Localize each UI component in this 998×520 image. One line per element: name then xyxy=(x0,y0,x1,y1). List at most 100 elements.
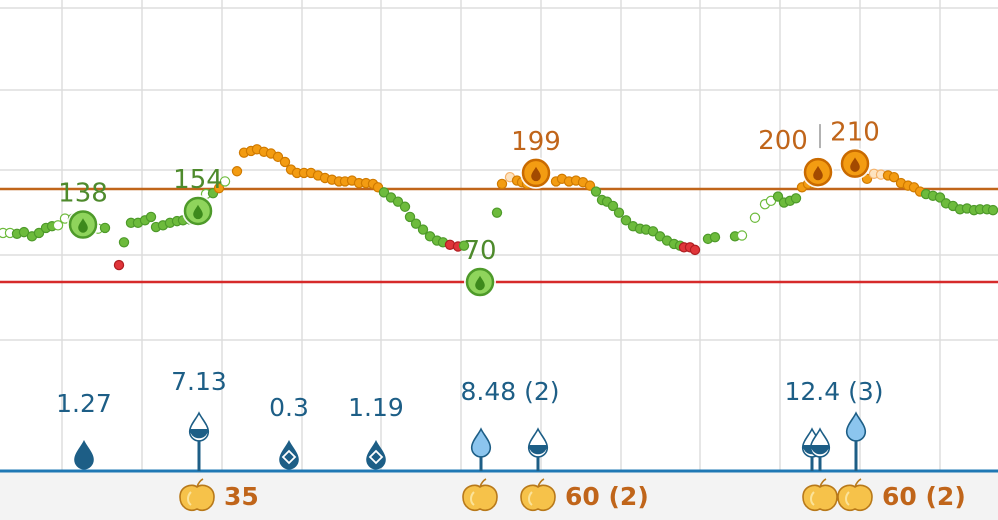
apple-highlight xyxy=(470,491,475,506)
insulin-marker xyxy=(845,411,867,471)
insulin-label: 12.4 (3) xyxy=(784,377,883,406)
glucose-point xyxy=(790,193,802,204)
insulin-marker xyxy=(527,427,549,471)
insulin-drop-icon xyxy=(845,411,867,442)
apple-stem xyxy=(819,478,827,488)
glucose-marker: 70 xyxy=(463,236,497,298)
glucose-point xyxy=(219,176,231,187)
glucose-marker-label: 154 xyxy=(173,165,223,195)
glucose-point xyxy=(987,204,998,216)
carb-label: 60 (2) xyxy=(882,482,966,511)
insulin-drop-icon xyxy=(470,427,492,458)
glucose-point xyxy=(861,173,873,185)
apple-highlight xyxy=(810,491,815,506)
insulin-drop-icon xyxy=(366,439,386,470)
glucose-marker-label: 70 xyxy=(463,236,496,266)
glucose-marker: 154 xyxy=(173,165,223,227)
glucose-marker: 210 xyxy=(830,118,880,180)
glucose-marker: 200 xyxy=(758,126,834,189)
glucose-point xyxy=(647,226,659,237)
carb-marker: 60 (2) xyxy=(837,478,966,512)
glucose-point xyxy=(491,207,503,218)
glucose-marker-label: 200 xyxy=(758,126,808,156)
carb-marker xyxy=(462,478,498,512)
glucose-points xyxy=(0,144,998,271)
blood-drop-icon xyxy=(813,165,823,181)
carb-label: 35 xyxy=(224,482,259,511)
carb-markers: 35 60 (2) 60 (2) xyxy=(179,478,966,512)
apple-icon xyxy=(179,484,215,512)
carb-marker xyxy=(802,478,838,512)
glucose-point xyxy=(709,231,721,243)
glucose-point xyxy=(272,151,284,163)
insulin-marker: 7.13 xyxy=(171,367,227,471)
blood-drop-icon xyxy=(850,157,860,172)
apple-highlight xyxy=(528,491,533,506)
apple-highlight xyxy=(845,491,850,506)
glucose-point xyxy=(18,226,30,238)
glucose-point xyxy=(33,227,45,239)
glucose-point xyxy=(145,211,157,223)
carb-marker: 60 (2) xyxy=(520,478,649,512)
blood-drop-icon xyxy=(475,275,485,291)
glucose-point xyxy=(399,201,411,212)
insulin-label: 0.3 xyxy=(269,393,309,422)
insulin-label: 7.13 xyxy=(171,367,227,396)
insulin-drop-icon xyxy=(279,439,299,470)
glucose-point xyxy=(378,187,390,198)
insulin-marker: 8.48 (2) xyxy=(460,377,559,406)
glucose-point xyxy=(410,218,422,229)
blood-drop-icon xyxy=(531,166,541,182)
glucose-point xyxy=(607,200,619,212)
glucose-point xyxy=(888,171,900,183)
insulin-label: 8.48 (2) xyxy=(460,377,559,406)
apple-icon xyxy=(520,484,556,512)
apple-icon xyxy=(462,484,498,512)
insulin-drop-fill xyxy=(189,429,209,439)
glucose-markers: 138 154 70 199 200 210 xyxy=(58,118,880,298)
glucose-point xyxy=(749,212,761,223)
glucose-point xyxy=(113,259,125,271)
insulin-label: 1.19 xyxy=(348,393,404,422)
glucose-point xyxy=(52,220,64,231)
glucose-point xyxy=(689,244,701,256)
carb-marker: 35 xyxy=(179,478,259,512)
glucose-point xyxy=(404,211,416,223)
glucose-point xyxy=(496,178,508,190)
glucose-marker-label: 210 xyxy=(830,118,880,148)
apple-stem xyxy=(854,478,862,488)
glucose-point xyxy=(736,230,748,241)
glucose-point xyxy=(118,237,130,248)
apple-icon xyxy=(837,484,873,512)
insulin-markers: 1.27 7.13 0.3 1.19 8.48 (2) 12.4 (3) xyxy=(56,367,884,471)
insulin-marker: 0.3 xyxy=(269,393,309,470)
apple-highlight xyxy=(187,491,192,506)
glucose-point xyxy=(458,240,470,251)
insulin-marker: 1.27 xyxy=(56,389,112,470)
blood-drop-icon xyxy=(193,204,203,220)
insulin-drop-icon xyxy=(74,439,94,470)
insulin-marker: 12.4 (3) xyxy=(784,377,883,406)
diamond-icon xyxy=(281,449,297,465)
glucose-point xyxy=(417,224,429,235)
glucose-marker-label: 138 xyxy=(58,179,108,209)
blood-drop-icon xyxy=(78,218,88,233)
glucose-point xyxy=(231,166,243,177)
insulin-marker: 1.19 xyxy=(348,393,404,470)
glucose-point xyxy=(279,156,291,168)
insulin-label: 1.27 xyxy=(56,389,112,418)
glucose-marker: 138 xyxy=(58,179,108,241)
glucose-point xyxy=(213,182,225,194)
insulin-marker xyxy=(470,427,492,471)
glucose-point xyxy=(590,186,602,197)
glucose-point xyxy=(392,196,404,207)
glucose-point xyxy=(620,215,632,226)
apple-stem xyxy=(196,478,204,488)
threshold-lines xyxy=(0,187,998,284)
insulin-drop-fill xyxy=(810,445,830,455)
insulin-marker xyxy=(809,427,831,471)
insulin-drop-fill xyxy=(528,445,548,455)
apple-stem xyxy=(479,478,487,488)
